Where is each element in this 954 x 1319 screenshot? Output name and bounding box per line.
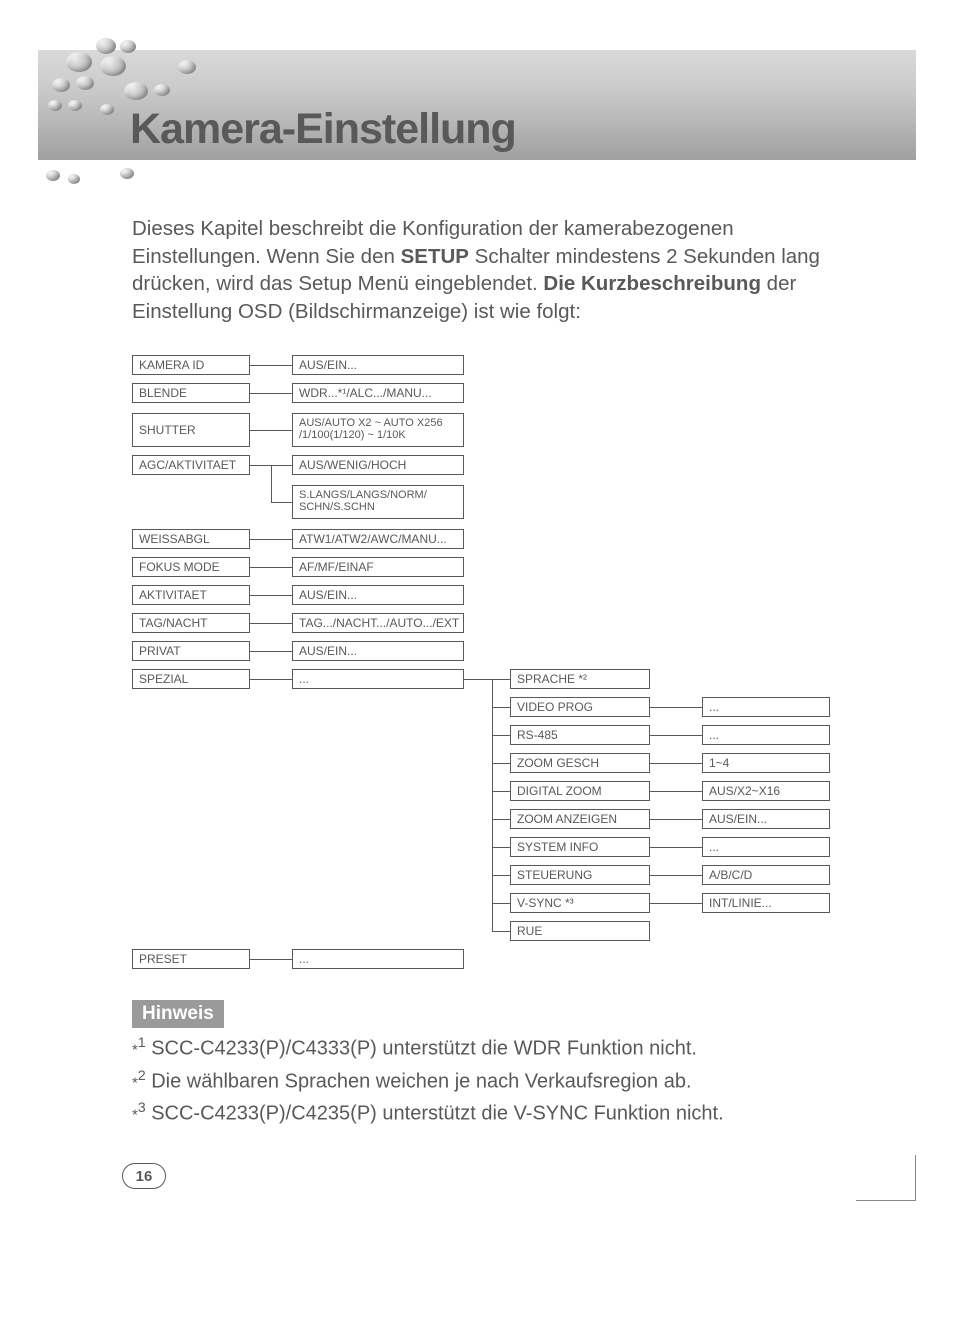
box-fokus-val: AF/MF/EINAF [292,557,464,577]
note-2-text: Die wählbaren Sprachen weichen je nach V… [146,1070,692,1092]
box-privat-val: AUS/EIN... [292,641,464,661]
box-zoom-gesch: ZOOM GESCH [510,753,650,773]
connector [250,393,292,394]
connector [271,502,292,503]
box-video-prog: VIDEO PROG [510,697,650,717]
agc2-line2: SCHN/S.SCHN [299,502,375,514]
box-agc: AGC/AKTIVITAET [132,455,250,475]
connector [650,791,702,792]
connector [492,763,510,764]
box-zoom-anz: ZOOM ANZEIGEN [510,809,650,829]
page-number: 16 [122,1163,166,1189]
box-spezial-val: ... [292,669,464,689]
box-video-prog-val: ... [702,697,830,717]
connector [492,707,510,708]
box-rs485: RS-485 [510,725,650,745]
box-steuerung-val: A/B/C/D [702,865,830,885]
box-rs485-val: ... [702,725,830,745]
box-agc-val: AUS/WENIG/HOCH [292,455,464,475]
box-zoom-gesch-val: 1~4 [702,753,830,773]
connector [650,763,702,764]
note-3-text: SCC-C4233(P)/C4235(P) unterstützt die V-… [146,1103,724,1125]
box-shutter-val: AUS/AUTO X2 ~ AUTO X256 /1/100(1/120) ~ … [292,413,464,447]
connector [250,623,292,624]
box-system-info: SYSTEM INFO [510,837,650,857]
box-blende: BLENDE [132,383,250,403]
connector [250,679,292,680]
box-agc-val2: S.LANGS/LANGS/NORM/ SCHN/S.SCHN [292,485,464,519]
connector [492,931,510,932]
connector [250,430,292,431]
note-2: *2 Die wählbaren Sprachen weichen je nac… [132,1067,854,1094]
box-preset-val: ... [292,949,464,969]
connector [250,959,292,960]
connector [250,595,292,596]
box-aktivitaet-val: AUS/EIN... [292,585,464,605]
crop-mark-v [915,1155,916,1201]
chapter-title: Kamera-Einstellung [130,105,516,154]
box-sprache: SPRACHE *² [510,669,650,689]
intro-setup-bold: SETUP [401,245,469,268]
box-weissabgl: WEISSABGL [132,529,250,549]
note-1: *1 SCC-C4233(P)/C4333(P) unterstützt die… [132,1034,854,1061]
connector [492,819,510,820]
box-privat: PRIVAT [132,641,250,661]
connector [492,735,510,736]
connector [250,539,292,540]
connector [492,847,510,848]
connector [650,903,702,904]
connector [271,465,272,502]
box-vsync-val: INT/LINIE... [702,893,830,913]
box-zoom-anz-val: AUS/EIN... [702,809,830,829]
hinweis-block: Hinweis *1 SCC-C4233(P)/C4333(P) unterst… [132,1000,854,1126]
shutter-line2: /1/100(1/120) ~ 1/10K [299,430,406,442]
box-digital-zoom: DIGITAL ZOOM [510,781,650,801]
connector [492,875,510,876]
box-fokus: FOKUS MODE [132,557,250,577]
box-tagnacht: TAG/NACHT [132,613,250,633]
intro-paragraph: Dieses Kapitel beschreibt die Konfigurat… [132,215,834,326]
intro-kurz-bold: Die Kurzbeschreibung [543,272,761,295]
box-blende-val: WDR...*¹/ALC.../MANU... [292,383,464,403]
page-number-value: 16 [136,1168,153,1185]
box-weissabgl-val: ATW1/ATW2/AWC/MANU... [292,529,464,549]
box-tagnacht-val: TAG.../NACHT.../AUTO.../EXT [292,613,464,633]
box-vsync: V-SYNC *³ [510,893,650,913]
connector [250,651,292,652]
box-shutter: SHUTTER [132,413,250,447]
connector [650,707,702,708]
hinweis-label: Hinweis [132,1000,224,1028]
note-3: *3 SCC-C4233(P)/C4235(P) unterstützt die… [132,1099,854,1126]
connector [492,903,510,904]
box-preset: PRESET [132,949,250,969]
box-system-info-val: ... [702,837,830,857]
connector [650,819,702,820]
crop-mark-h [856,1200,916,1201]
connector [492,791,510,792]
connector [492,679,493,931]
note-1-text: SCC-C4233(P)/C4333(P) unterstützt die WD… [146,1038,697,1060]
box-digital-zoom-val: AUS/X2~X16 [702,781,830,801]
connector [250,365,292,366]
connector [650,875,702,876]
connector [650,847,702,848]
box-kamera-id-val: AUS/EIN... [292,355,464,375]
box-rue: RUE [510,921,650,941]
connector [492,679,510,680]
box-steuerung: STEUERUNG [510,865,650,885]
box-spezial: SPEZIAL [132,669,250,689]
box-aktivitaet: AKTIVITAET [132,585,250,605]
connector [250,567,292,568]
box-kamera-id: KAMERA ID [132,355,250,375]
connector [650,735,702,736]
